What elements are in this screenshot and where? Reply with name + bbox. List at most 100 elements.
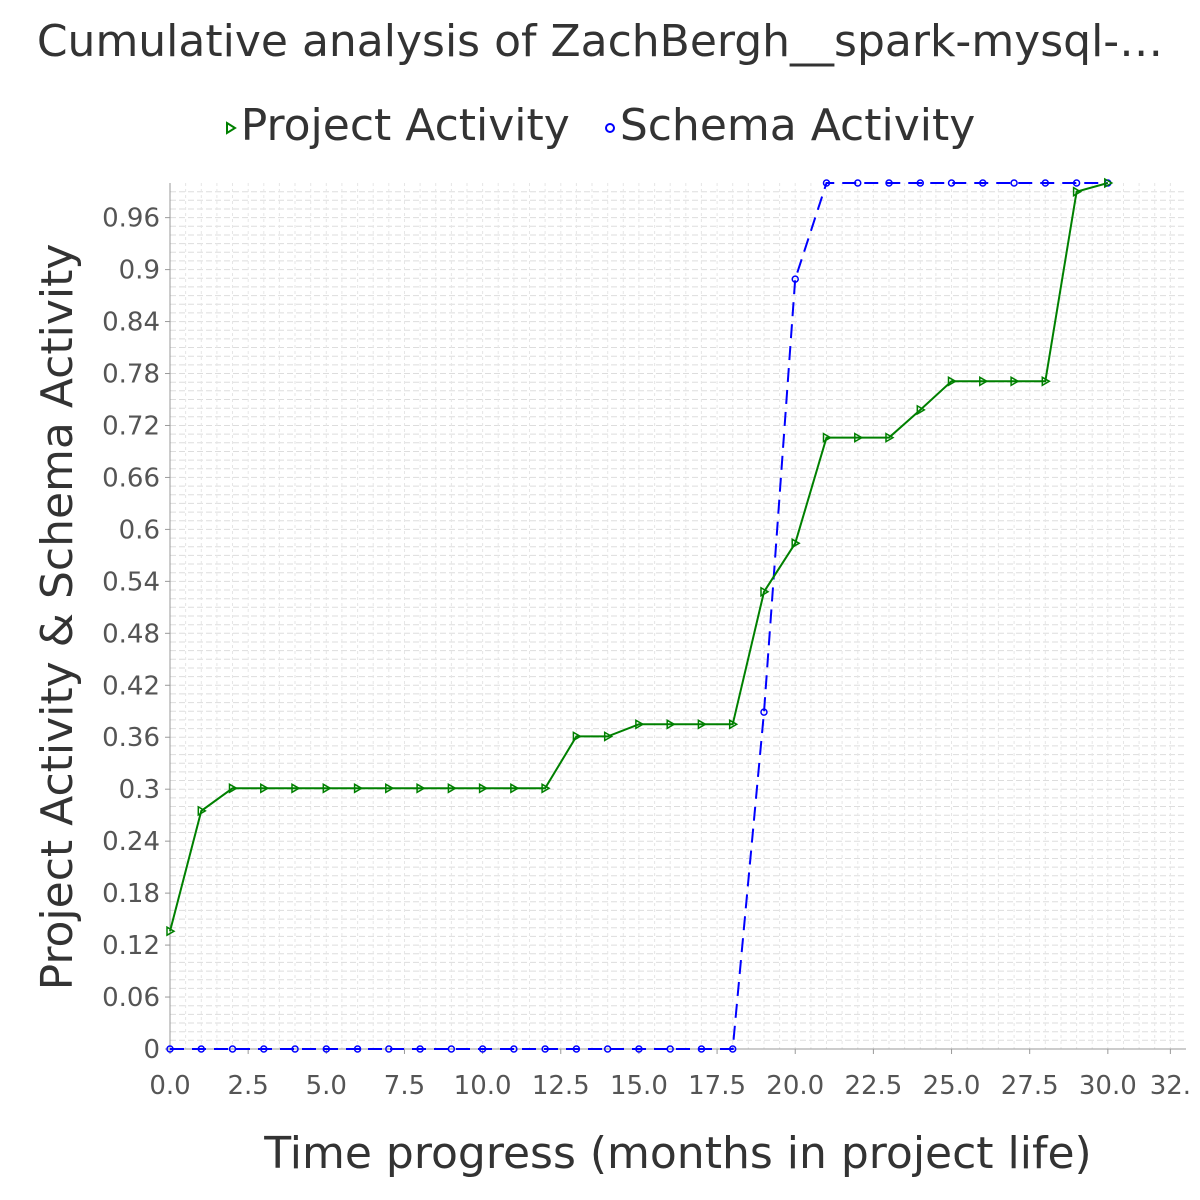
project-activity-point [385, 783, 395, 794]
project-activity-point [166, 925, 176, 937]
project-activity-point [603, 731, 614, 742]
x-tick-label: 2.5 [227, 1071, 268, 1101]
x-tick-label: 5.0 [306, 1071, 347, 1101]
project-activity-point [1104, 177, 1114, 189]
y-tick-label: 0.96 [102, 204, 160, 234]
schema-activity-point [228, 1045, 237, 1053]
schema-activity-point [885, 179, 893, 187]
project-activity-point [541, 783, 551, 794]
project-activity-point [291, 783, 301, 794]
schema-activity-point [666, 1045, 674, 1053]
project-activity-point [228, 783, 239, 794]
x-tick-label: 12.5 [532, 1071, 590, 1101]
schema-activity-point [916, 179, 925, 187]
schema-activity-point [1072, 179, 1081, 187]
grid [170, 183, 1186, 1049]
x-tick-label: 32. [1150, 1071, 1191, 1101]
schema-activity-point [822, 179, 831, 187]
schema-activity-point [197, 1045, 206, 1053]
legend-label-project-activity: Project Activity [240, 100, 570, 151]
y-tick-label: 0.42 [102, 671, 160, 701]
schema-activity-point [166, 1045, 174, 1053]
project-activity-line [169, 182, 1109, 932]
schema-activity-point [572, 1045, 581, 1053]
schema-activity-line [170, 182, 1108, 1050]
project-activity-point [916, 404, 926, 416]
chart-title: Cumulative analysis of ZachBergh__spark-… [36, 16, 1164, 67]
project-activity-point [353, 783, 364, 794]
y-tick-label: 0.84 [102, 308, 160, 338]
project-activity-point [760, 586, 770, 598]
triangle-marker-icon [225, 121, 237, 135]
project-activity-point [728, 719, 739, 730]
project-activity-point [510, 783, 520, 794]
schema-activity-point [760, 708, 768, 716]
y-axis-label: Project Activity & Schema Activity [32, 244, 83, 991]
legend-item-project-activity: Project Activity [225, 100, 570, 151]
y-tick-label: 0.12 [102, 931, 160, 961]
schema-activity-point [728, 1045, 737, 1053]
x-tick-label: 22.5 [844, 1071, 902, 1101]
y-tick-label: 0.78 [102, 360, 160, 390]
schema-activity-point [979, 179, 987, 187]
schema-activity-point [947, 179, 956, 187]
project-activity-point [197, 805, 207, 817]
project-activity-point [260, 783, 270, 794]
schema-activity-point [447, 1045, 456, 1053]
x-tick-label: 15.0 [610, 1071, 668, 1101]
project-activity-point [885, 432, 895, 443]
y-tick-label: 0.24 [102, 827, 160, 857]
y-tick-label: 0.3 [119, 775, 160, 805]
schema-activity-point [1010, 179, 1018, 187]
y-tick-label: 0.54 [102, 567, 160, 597]
x-axis-label: Time progress (months in project life) [263, 1128, 1091, 1179]
project-activity-point [635, 719, 645, 730]
project-activity-point [572, 731, 582, 742]
project-activity-point [854, 432, 864, 443]
project-activity-point [322, 783, 332, 794]
y-tick-label: 0.66 [102, 463, 160, 493]
circle-marker-icon [604, 123, 615, 133]
x-tick-label: 0.0 [149, 1071, 190, 1101]
project-activity-point [666, 719, 676, 730]
project-activity-point [791, 538, 801, 549]
legend-item-schema-activity: Schema Activity [604, 100, 975, 151]
y-tick-label: 0.18 [102, 879, 160, 909]
schema-activity-point [291, 1045, 299, 1053]
y-tick-label: 0 [143, 1035, 160, 1065]
schema-activity-point [1041, 179, 1050, 187]
schema-activity-point [603, 1045, 612, 1053]
x-tick-label: 30.0 [1079, 1071, 1137, 1101]
y-tick-label: 0.36 [102, 723, 160, 753]
x-tick-label: 7.5 [384, 1071, 425, 1101]
project-activity-point [822, 432, 833, 443]
project-activity-point [447, 783, 457, 794]
y-tick-label: 0.72 [102, 411, 160, 441]
project-activity-point [979, 376, 989, 387]
project-activity-point [1041, 376, 1051, 387]
x-tick-label: 10.0 [454, 1071, 512, 1101]
project-activity-point [478, 783, 489, 794]
y-tick-label: 0.6 [119, 515, 160, 545]
x-tick-label: 20.0 [766, 1071, 824, 1101]
x-tick-label: 25.0 [923, 1071, 981, 1101]
legend-label-schema-activity: Schema Activity [619, 100, 976, 151]
schema-activity-point [385, 1045, 393, 1053]
project-activity-point [1010, 376, 1020, 387]
x-tick-label: 17.5 [688, 1071, 746, 1101]
y-tick-label: 0.06 [102, 983, 160, 1013]
schema-activity-point [416, 1045, 424, 1053]
schema-activity-point [854, 179, 862, 187]
schema-activity-point [541, 1045, 549, 1053]
project-activity-point [947, 376, 958, 387]
schema-activity-point [353, 1045, 362, 1053]
schema-activity-point [260, 1045, 268, 1053]
schema-activity-point [635, 1045, 643, 1053]
y-tick-label: 0.9 [119, 256, 160, 286]
y-tick-label: 0.48 [102, 619, 160, 649]
legend: Project Activity Schema Activity [0, 100, 1200, 151]
project-activity-point [697, 719, 707, 730]
schema-activity-point [322, 1045, 331, 1053]
axes: 0 0.06 0.12 0.18 0.24 0.3 0.36 0.42 0.48 0.54 0.6 0… [102, 183, 1191, 1101]
